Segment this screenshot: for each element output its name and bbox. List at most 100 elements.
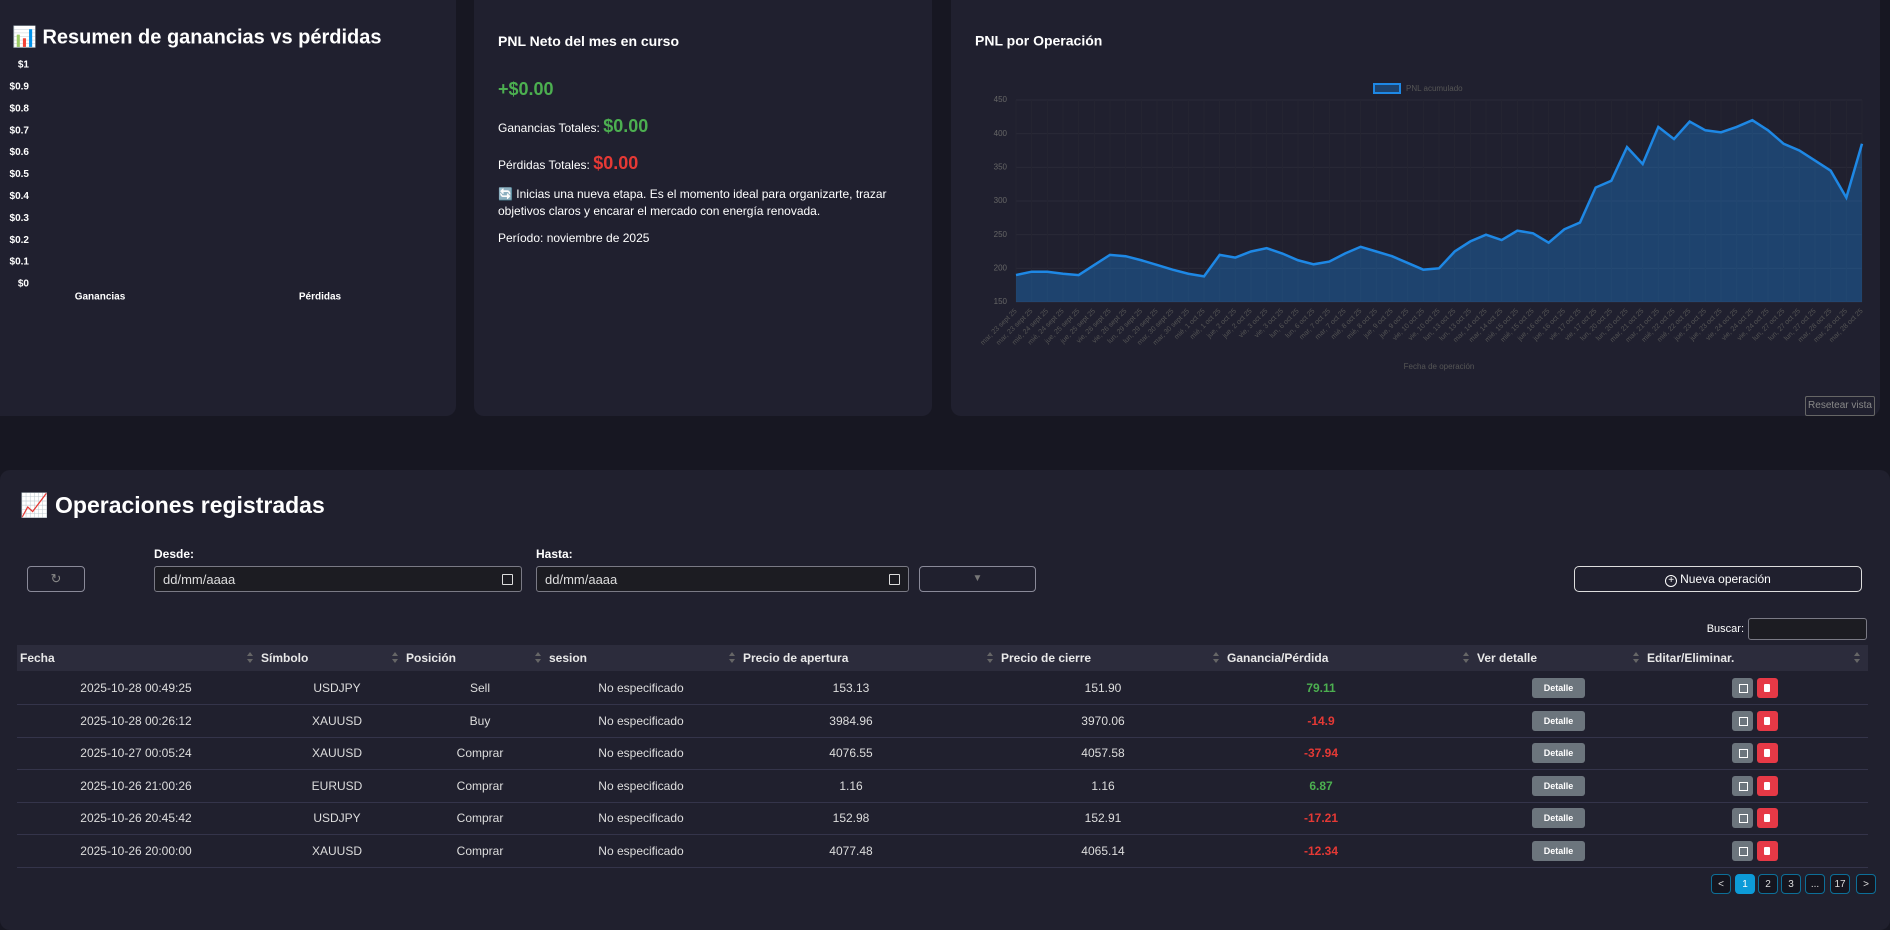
table-cell: 151.90 [1084,681,1122,695]
edit-button[interactable] [1732,678,1753,698]
sort-icon [987,659,993,663]
calendar-icon [889,574,900,585]
gains-value: $0.00 [603,116,649,136]
to-label: Hasta: [536,547,573,561]
row-divider [17,704,1868,705]
edit-icon [1739,684,1748,693]
pnl-title: PNL por Operación [975,33,1102,49]
column-header: Símbolo [261,651,309,665]
charts: 📊 Resumen de ganancias vs pérdidas PNL p… [10,24,1865,371]
y-tick-label: $0.1 [10,257,30,268]
table-cell: 79.11 [1306,681,1336,695]
y-tick-label: $0.5 [10,169,30,180]
table-cell: -17.21 [1303,811,1339,826]
page-button[interactable]: 17 [1830,874,1850,894]
gains-row: Ganancias Totales: $0.00 [498,116,648,137]
trash-icon [1764,716,1770,725]
sort-icon [729,659,735,663]
sort-icon [535,659,541,663]
trash-icon [1764,749,1770,758]
detail-button[interactable]: Detalle [1532,808,1585,829]
edit-icon [1739,749,1748,759]
page-button[interactable]: 2 [1758,874,1778,894]
column-header: Ganancia/Pérdida [1227,651,1329,665]
losses-label: Pérdidas Totales: [498,158,590,172]
column-header: Ver detalle [1477,651,1538,665]
table-cell: XAUUSD [311,713,363,728]
edit-icon [1739,814,1748,824]
sort-icon [1213,659,1219,663]
row-divider [17,834,1868,836]
detail-button[interactable]: Detalle [1532,841,1585,861]
edit-button[interactable] [1732,808,1753,829]
losses-value: $0.00 [593,153,639,173]
sort-icon [1854,659,1860,663]
trash-icon [1764,781,1770,790]
table-cell: 4065.14 [1081,844,1125,858]
from-input[interactable]: dd/mm/aaaa [154,566,522,592]
y-tick-label: $0.2 [10,235,30,246]
trash-icon [1764,847,1770,855]
new-operation-label: Nueva operación [1680,572,1771,586]
page-button[interactable]: > [1856,874,1876,894]
y-tick-label: $0.6 [10,147,30,158]
table-cell: No especificado [598,713,684,728]
y-tick-label: $0 [18,279,30,290]
detail-button[interactable]: Detalle [1532,775,1585,796]
row-divider [17,801,1868,803]
month-message: 🔄 Inicias una nueva etapa. Es el momento… [498,187,887,218]
table-cell: Comprar [456,746,504,761]
y-tick-label: $0.4 [10,191,30,202]
table-cell: 4076.55 [829,746,873,761]
new-operation-button[interactable]: + Nueva operación [1574,566,1862,592]
edit-button[interactable] [1732,710,1753,731]
y-tick-label: $0.8 [10,103,30,114]
from-label: Desde: [154,547,195,561]
gains-label: Ganancias Totales: [498,121,600,135]
detail-button[interactable]: Detalle [1532,710,1585,731]
net-pnl: +$0.00 [498,79,554,99]
search-input[interactable] [1748,618,1867,640]
sort-icon [1633,652,1639,656]
table-cell: XAUUSD [311,746,363,761]
edit-button[interactable] [1732,775,1753,796]
line [1015,118,1864,278]
table-cell: 2025-10-28 00:26:12 [80,713,192,728]
to-input[interactable]: dd/mm/aaaa [536,566,909,592]
sort-icon [987,652,993,656]
table-cell: 2025-10-28 00:49:25 [80,681,192,695]
sort-icon [1463,659,1469,663]
month-title: PNL Neto del mes en curso [498,33,680,49]
trash-icon [1764,684,1770,692]
table-cell: -14.9 [1307,713,1335,728]
detail-button[interactable]: Detalle [1532,743,1585,764]
table-cell: -37.94 [1303,746,1339,761]
detail-button[interactable]: Detalle [1532,678,1585,698]
y-tick-label: $0.7 [10,125,30,136]
y-tick-label: 300 [994,196,1008,205]
to-placeholder: dd/mm/aaaa [545,572,618,587]
refresh-button[interactable]: ↻ [27,566,85,592]
table-cell: No especificado [598,778,684,793]
summary-title: 📊 Resumen de ganancias vs pérdidas [12,24,381,48]
reset-button[interactable]: Resetear vista [1805,396,1875,416]
page-button[interactable]: 1 [1735,874,1755,894]
table-cell: 2025-10-26 20:00:00 [80,844,192,858]
sort-icon [1463,652,1469,656]
page-button[interactable]: ... [1805,874,1825,894]
edit-button[interactable] [1732,743,1753,764]
table-cell: 2025-10-26 21:00:26 [80,778,192,793]
page-button[interactable]: 3 [1781,874,1801,894]
search-label: Buscar: [1706,623,1744,635]
losses-row: Pérdidas Totales: $0.00 [498,153,638,174]
sort-icon [1854,652,1860,656]
summary-card [0,0,456,416]
filter-dropdown[interactable]: ▼ [919,566,1036,592]
table-cell: 4057.58 [1081,746,1125,761]
page-button[interactable]: < [1711,874,1731,894]
edit-button[interactable] [1732,841,1753,861]
y-tick-label: $0.9 [10,82,30,93]
table-cell: No especificado [598,681,684,695]
table-cell: USDJPY [313,681,361,695]
row-divider [17,867,1868,868]
